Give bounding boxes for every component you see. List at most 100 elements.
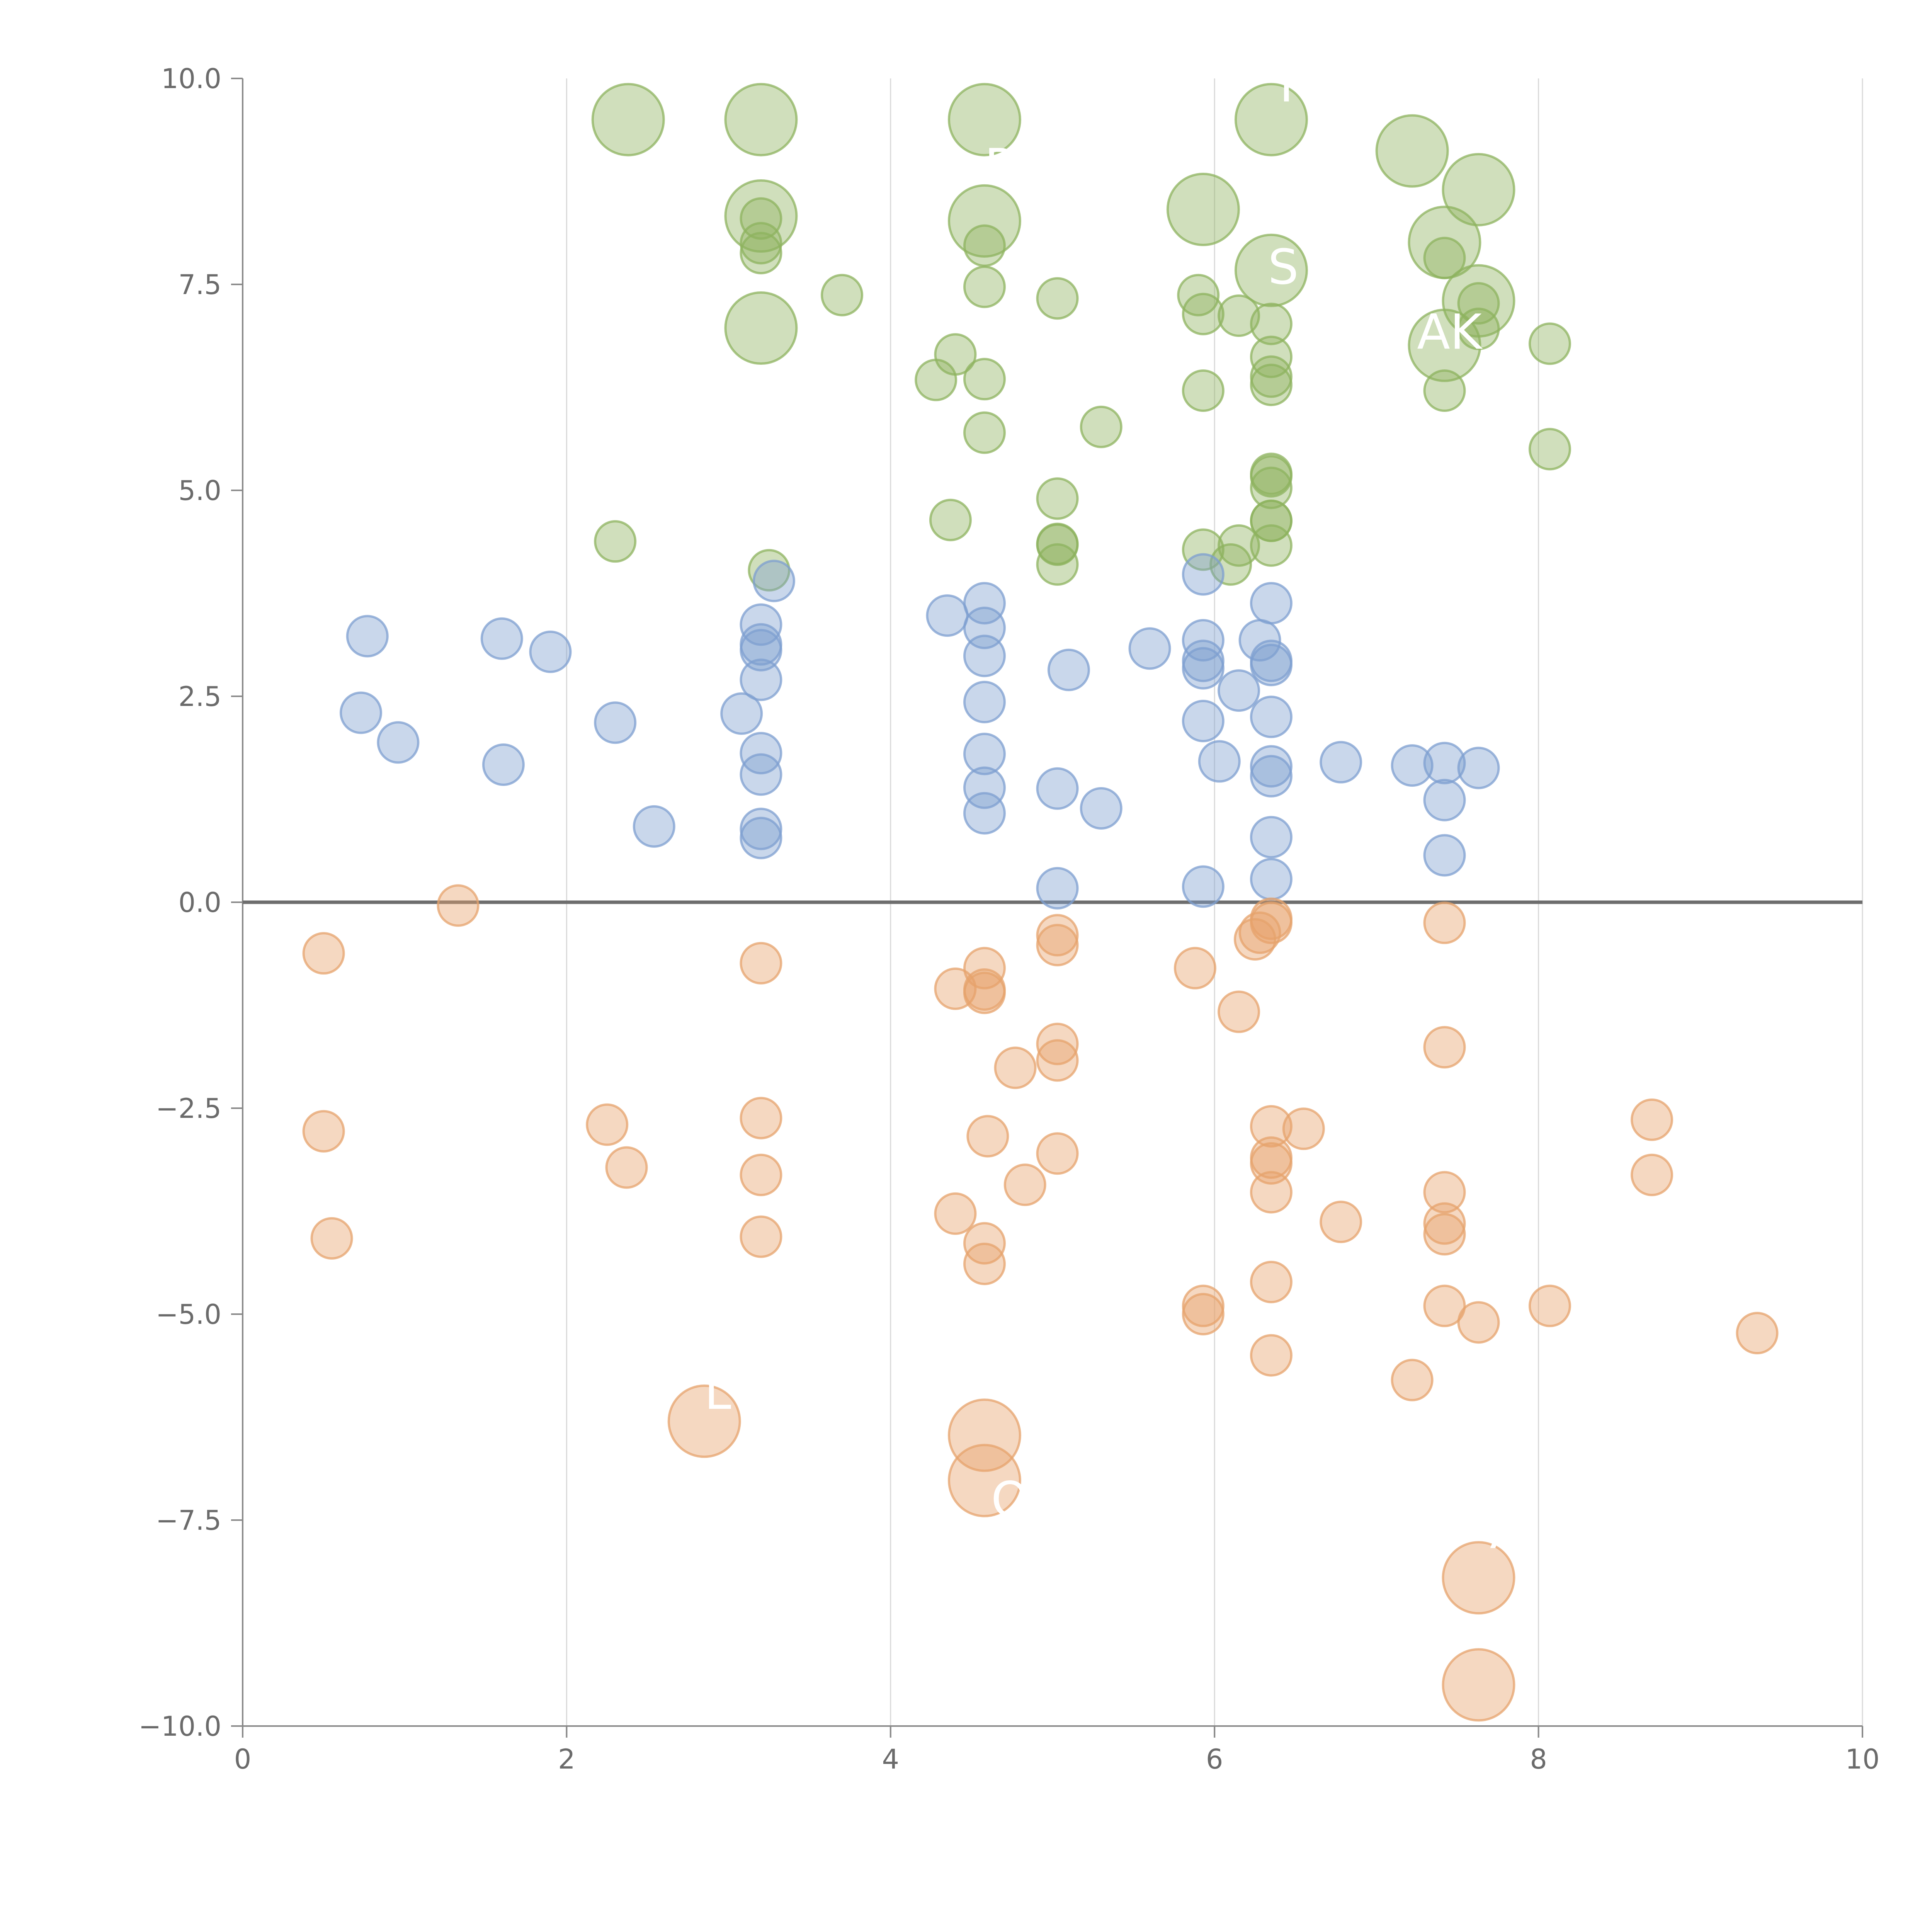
bubble-s0-10: [1234, 233, 1308, 307]
bubble-s2-41: [740, 1215, 782, 1258]
bubble-s2-18: [1036, 1039, 1079, 1082]
bubble-s2-1: [302, 932, 345, 975]
bubble-s0-23: [1218, 294, 1260, 337]
bubble-label-2: S: [1268, 239, 1299, 295]
bubble-s1-3: [963, 582, 1006, 625]
bubble-s1-46: [633, 805, 675, 848]
bubble-s2-38: [1423, 1202, 1466, 1245]
bubble-s0-25: [1423, 236, 1466, 279]
x-tick-label-5: 10: [1845, 1743, 1879, 1775]
bubble-s1-52: [1036, 867, 1079, 910]
bubble-s2-46: [1182, 1293, 1225, 1335]
bubble-s0-47: [594, 520, 637, 563]
bubble-s1-7: [346, 615, 389, 658]
y-tick-label-4: 0.0: [179, 887, 221, 918]
bubble-s2-33: [1003, 1163, 1046, 1206]
bubble-s2-25: [1631, 1098, 1673, 1141]
bubble-s2-16: [1423, 1026, 1466, 1069]
bubble-s2-19: [994, 1046, 1037, 1089]
bubble-label-3: AK: [1417, 304, 1483, 360]
bubble-s1-47: [740, 808, 782, 850]
bubble-s2-21: [586, 1103, 629, 1146]
bubble-s2-44: [1250, 1260, 1293, 1303]
bubble-s2-47: [1423, 1284, 1466, 1327]
bubble-s0-43: [1036, 477, 1079, 520]
bubble-s2-51: [1250, 1334, 1293, 1377]
y-tick-label-2: −5.0: [156, 1299, 221, 1330]
bubble-s1-53: [1182, 865, 1225, 908]
bubble-s1-34: [1391, 744, 1434, 787]
bubble-s1-48: [740, 816, 782, 859]
bubble-s2-56: [1442, 1541, 1515, 1615]
bubble-s2-7: [1238, 911, 1281, 954]
bubble-s1-32: [1198, 740, 1241, 783]
bubble-s1-44: [1080, 787, 1122, 830]
bubble-s2-0: [437, 884, 480, 927]
bubble-s2-52: [1391, 1359, 1434, 1401]
bubble-s2-14: [963, 971, 1006, 1014]
y-tick-label-1: −7.5: [156, 1505, 221, 1536]
bubble-s2-9: [1423, 901, 1466, 944]
bubble-s2-39: [1423, 1213, 1466, 1256]
bubble-s0-52: [1250, 524, 1293, 567]
bubble-label-5: O: [991, 1471, 1029, 1527]
bubble-s2-31: [1250, 1142, 1293, 1185]
y-tick-label-6: 5.0: [179, 475, 221, 507]
bubble-s1-2: [926, 594, 969, 637]
bubble-label-4: L: [704, 1364, 731, 1420]
y-tick-label-7: 7.5: [179, 269, 221, 301]
bubble-s1-1: [1182, 553, 1225, 596]
bubble-s1-12: [1128, 627, 1171, 670]
bubble-s2-28: [740, 1153, 782, 1196]
bubble-s2-17: [1036, 1022, 1079, 1065]
bubble-s0-27: [1457, 308, 1500, 350]
bubble-s2-29: [1036, 1132, 1079, 1175]
bubble-s1-50: [1423, 834, 1466, 877]
bubble-s2-55: [947, 1444, 1021, 1517]
bubble-s1-28: [1250, 696, 1293, 738]
bubble-s0-38: [963, 411, 1006, 454]
bubble-s2-24: [1282, 1107, 1325, 1150]
bubble-s2-49: [1457, 1301, 1500, 1344]
bubble-s1-21: [740, 658, 782, 701]
bubble-s1-36: [1457, 747, 1500, 789]
bubble-s2-23: [1250, 1105, 1293, 1148]
bubble-s1-4: [1250, 582, 1293, 625]
bubble-s0-2: [947, 83, 1021, 156]
bubble-s0-46: [1250, 499, 1293, 542]
bubble-s2-27: [605, 1146, 648, 1189]
bubble-s2-57: [1442, 1648, 1515, 1722]
x-tick-label-4: 8: [1530, 1743, 1547, 1775]
bubble-s1-40: [740, 753, 782, 796]
bubble-s1-33: [1320, 741, 1362, 784]
bubbles: [302, 83, 1779, 1722]
bubble-s0-19: [821, 274, 864, 316]
bubble-s2-35: [1423, 1171, 1466, 1214]
bubble-s0-42: [1250, 466, 1293, 509]
bubble-s0-24: [1250, 303, 1293, 345]
bubble-s1-9: [529, 630, 572, 673]
bubble-s0-0: [591, 83, 665, 156]
bubble-s0-18: [963, 265, 1006, 308]
bubble-s2-53: [667, 1384, 741, 1458]
y-tick-label-0: −10.0: [138, 1711, 221, 1742]
bubble-s0-35: [1250, 364, 1293, 406]
bubble-s2-32: [1631, 1153, 1673, 1196]
bubble-s0-15: [740, 222, 782, 265]
y-tick-label-5: 2.5: [179, 681, 221, 713]
bubble-s0-22: [1182, 293, 1225, 335]
bubble-s0-17: [963, 224, 1006, 267]
bubble-s1-35: [1423, 742, 1466, 784]
bubble-s1-19: [1250, 643, 1293, 686]
bubble-s2-26: [966, 1115, 1009, 1158]
bubble-s0-50: [1182, 528, 1225, 571]
bubble-s1-15: [963, 634, 1006, 677]
bubble-s1-26: [594, 701, 637, 744]
bubble-s0-4: [1375, 114, 1449, 188]
bubble-s0-31: [963, 358, 1006, 401]
bubble-s0-8: [1166, 172, 1240, 246]
tick-labels: 0 2 4 6 8 10 −10.0 −7.5 −5.0 −2.5 0.0 2.5 5.0 7.5 10.0: [138, 63, 1879, 1775]
bubble-s2-10: [963, 947, 1006, 990]
bubble-s2-34: [1250, 1171, 1293, 1214]
bubble-s1-43: [1423, 779, 1466, 821]
